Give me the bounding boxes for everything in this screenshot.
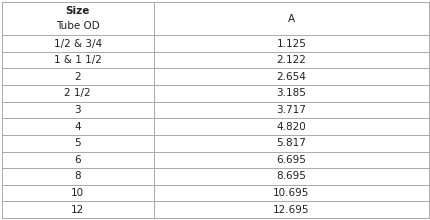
Text: 12: 12 [71, 205, 84, 215]
Text: 3: 3 [74, 105, 81, 115]
Text: 12.695: 12.695 [273, 205, 309, 215]
Text: 2: 2 [74, 72, 81, 82]
Text: 4: 4 [74, 122, 81, 132]
Text: 6: 6 [74, 155, 81, 165]
Text: 10: 10 [71, 188, 84, 198]
Text: 10.695: 10.695 [273, 188, 309, 198]
Text: 2 1/2: 2 1/2 [64, 88, 91, 98]
Text: 5: 5 [74, 138, 81, 148]
Text: 2.122: 2.122 [276, 55, 306, 65]
Text: 1/2 & 3/4: 1/2 & 3/4 [54, 38, 101, 49]
Text: Tube OD: Tube OD [56, 21, 99, 31]
Text: 3.185: 3.185 [276, 88, 306, 98]
Text: 3.717: 3.717 [276, 105, 306, 115]
Text: A: A [287, 14, 294, 24]
Text: Size: Size [65, 6, 90, 16]
Text: 4.820: 4.820 [276, 122, 305, 132]
Text: 2.654: 2.654 [276, 72, 306, 82]
Text: 1 & 1 1/2: 1 & 1 1/2 [54, 55, 101, 65]
Text: 8.695: 8.695 [276, 171, 306, 181]
Text: 8: 8 [74, 171, 81, 181]
Text: 5.817: 5.817 [276, 138, 306, 148]
Text: 1.125: 1.125 [276, 38, 306, 49]
Text: 6.695: 6.695 [276, 155, 306, 165]
